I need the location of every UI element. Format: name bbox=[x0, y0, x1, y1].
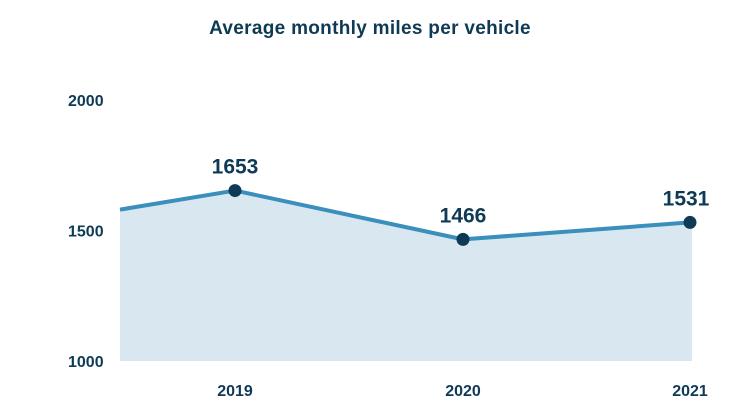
area-fill bbox=[120, 190, 692, 361]
data-label-2019: 1653 bbox=[212, 156, 259, 179]
y-tick-label-1000: 1000 bbox=[68, 354, 104, 371]
data-point-2019 bbox=[228, 184, 242, 198]
y-tick-label-1500: 1500 bbox=[68, 224, 104, 241]
data-point-2020 bbox=[456, 232, 470, 246]
data-label-2020: 1466 bbox=[440, 204, 487, 227]
chart-title: Average monthly miles per vehicle bbox=[209, 18, 531, 39]
x-tick-label-2020: 2020 bbox=[445, 383, 481, 400]
data-point-2021 bbox=[683, 215, 697, 229]
series-line bbox=[119, 188, 691, 242]
x-tick-label-2019: 2019 bbox=[217, 383, 253, 400]
y-tick-label-2000: 2000 bbox=[68, 93, 104, 110]
data-label-2021: 1531 bbox=[663, 187, 710, 210]
x-tick-label-2021: 2021 bbox=[672, 383, 708, 400]
